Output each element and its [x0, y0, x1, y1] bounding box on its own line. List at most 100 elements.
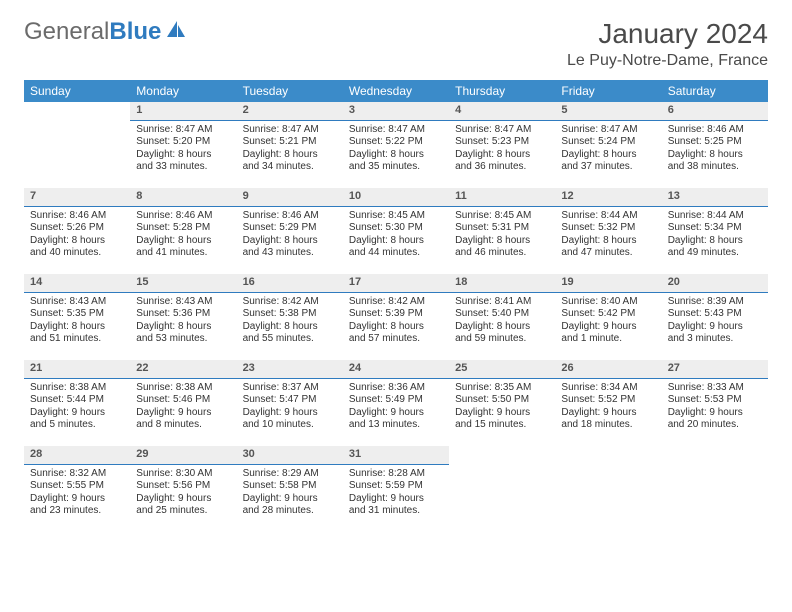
- day-number: 7: [24, 188, 130, 207]
- day-number: 5: [555, 102, 661, 121]
- calendar-week-row: 14Sunrise: 8:43 AMSunset: 5:35 PMDayligh…: [24, 274, 768, 360]
- day-number: 6: [662, 102, 768, 121]
- day-number: 2: [237, 102, 343, 121]
- day-body: Sunrise: 8:45 AMSunset: 5:31 PMDaylight:…: [449, 207, 555, 266]
- calendar-day-cell: 22Sunrise: 8:38 AMSunset: 5:46 PMDayligh…: [130, 360, 236, 446]
- calendar-day-cell: 30Sunrise: 8:29 AMSunset: 5:58 PMDayligh…: [237, 446, 343, 532]
- calendar-day-cell: 15Sunrise: 8:43 AMSunset: 5:36 PMDayligh…: [130, 274, 236, 360]
- day-number: 28: [24, 446, 130, 465]
- calendar-day-cell: [555, 446, 661, 532]
- day-number: 16: [237, 274, 343, 293]
- calendar-day-cell: 21Sunrise: 8:38 AMSunset: 5:44 PMDayligh…: [24, 360, 130, 446]
- day-body: Sunrise: 8:47 AMSunset: 5:20 PMDaylight:…: [130, 121, 236, 180]
- calendar-day-cell: 26Sunrise: 8:34 AMSunset: 5:52 PMDayligh…: [555, 360, 661, 446]
- calendar-day-cell: 31Sunrise: 8:28 AMSunset: 5:59 PMDayligh…: [343, 446, 449, 532]
- day-number: 24: [343, 360, 449, 379]
- calendar-day-cell: 11Sunrise: 8:45 AMSunset: 5:31 PMDayligh…: [449, 188, 555, 274]
- header: GeneralBlue January 2024 Le Puy-Notre-Da…: [24, 18, 768, 70]
- day-body: Sunrise: 8:38 AMSunset: 5:44 PMDaylight:…: [24, 379, 130, 438]
- day-body: Sunrise: 8:30 AMSunset: 5:56 PMDaylight:…: [130, 465, 236, 524]
- calendar-day-cell: 19Sunrise: 8:40 AMSunset: 5:42 PMDayligh…: [555, 274, 661, 360]
- calendar-day-cell: 24Sunrise: 8:36 AMSunset: 5:49 PMDayligh…: [343, 360, 449, 446]
- weekday-header: Tuesday: [237, 80, 343, 102]
- day-body: Sunrise: 8:38 AMSunset: 5:46 PMDaylight:…: [130, 379, 236, 438]
- logo-text-1: General: [24, 18, 109, 46]
- day-body: Sunrise: 8:41 AMSunset: 5:40 PMDaylight:…: [449, 293, 555, 352]
- calendar-day-cell: 25Sunrise: 8:35 AMSunset: 5:50 PMDayligh…: [449, 360, 555, 446]
- day-body: Sunrise: 8:42 AMSunset: 5:39 PMDaylight:…: [343, 293, 449, 352]
- day-body: Sunrise: 8:42 AMSunset: 5:38 PMDaylight:…: [237, 293, 343, 352]
- calendar-day-cell: 10Sunrise: 8:45 AMSunset: 5:30 PMDayligh…: [343, 188, 449, 274]
- weekday-header: Monday: [130, 80, 236, 102]
- calendar-day-cell: 8Sunrise: 8:46 AMSunset: 5:28 PMDaylight…: [130, 188, 236, 274]
- day-body: Sunrise: 8:39 AMSunset: 5:43 PMDaylight:…: [662, 293, 768, 352]
- calendar-day-cell: [24, 102, 130, 188]
- month-title: January 2024: [567, 18, 768, 50]
- day-number: 15: [130, 274, 236, 293]
- calendar-day-cell: 9Sunrise: 8:46 AMSunset: 5:29 PMDaylight…: [237, 188, 343, 274]
- day-number: 14: [24, 274, 130, 293]
- day-number: 4: [449, 102, 555, 121]
- day-number: 26: [555, 360, 661, 379]
- day-body: Sunrise: 8:44 AMSunset: 5:34 PMDaylight:…: [662, 207, 768, 266]
- weekday-header: Saturday: [662, 80, 768, 102]
- day-number: 8: [130, 188, 236, 207]
- day-number: 27: [662, 360, 768, 379]
- day-number: 21: [24, 360, 130, 379]
- calendar-head: SundayMondayTuesdayWednesdayThursdayFrid…: [24, 80, 768, 102]
- day-body: Sunrise: 8:35 AMSunset: 5:50 PMDaylight:…: [449, 379, 555, 438]
- calendar-week-row: 7Sunrise: 8:46 AMSunset: 5:26 PMDaylight…: [24, 188, 768, 274]
- day-body: Sunrise: 8:32 AMSunset: 5:55 PMDaylight:…: [24, 465, 130, 524]
- day-number: 31: [343, 446, 449, 465]
- day-number: 9: [237, 188, 343, 207]
- calendar-day-cell: 3Sunrise: 8:47 AMSunset: 5:22 PMDaylight…: [343, 102, 449, 188]
- calendar-table: SundayMondayTuesdayWednesdayThursdayFrid…: [24, 80, 768, 532]
- day-number: 18: [449, 274, 555, 293]
- calendar-day-cell: 16Sunrise: 8:42 AMSunset: 5:38 PMDayligh…: [237, 274, 343, 360]
- day-number: 11: [449, 188, 555, 207]
- calendar-day-cell: 23Sunrise: 8:37 AMSunset: 5:47 PMDayligh…: [237, 360, 343, 446]
- day-number: 1: [130, 102, 236, 121]
- calendar-day-cell: 18Sunrise: 8:41 AMSunset: 5:40 PMDayligh…: [449, 274, 555, 360]
- calendar-day-cell: 5Sunrise: 8:47 AMSunset: 5:24 PMDaylight…: [555, 102, 661, 188]
- day-body: Sunrise: 8:46 AMSunset: 5:26 PMDaylight:…: [24, 207, 130, 266]
- day-number: 20: [662, 274, 768, 293]
- logo-text-2: Blue: [109, 18, 161, 46]
- title-block: January 2024 Le Puy-Notre-Dame, France: [567, 18, 768, 70]
- calendar-day-cell: 1Sunrise: 8:47 AMSunset: 5:20 PMDaylight…: [130, 102, 236, 188]
- day-number: 25: [449, 360, 555, 379]
- day-number: 30: [237, 446, 343, 465]
- day-number: 12: [555, 188, 661, 207]
- calendar-week-row: 21Sunrise: 8:38 AMSunset: 5:44 PMDayligh…: [24, 360, 768, 446]
- calendar-day-cell: 7Sunrise: 8:46 AMSunset: 5:26 PMDaylight…: [24, 188, 130, 274]
- day-body: Sunrise: 8:28 AMSunset: 5:59 PMDaylight:…: [343, 465, 449, 524]
- weekday-header: Wednesday: [343, 80, 449, 102]
- calendar-body: 1Sunrise: 8:47 AMSunset: 5:20 PMDaylight…: [24, 102, 768, 532]
- day-body: Sunrise: 8:34 AMSunset: 5:52 PMDaylight:…: [555, 379, 661, 438]
- day-body: Sunrise: 8:47 AMSunset: 5:24 PMDaylight:…: [555, 121, 661, 180]
- day-body: Sunrise: 8:43 AMSunset: 5:36 PMDaylight:…: [130, 293, 236, 352]
- day-body: Sunrise: 8:45 AMSunset: 5:30 PMDaylight:…: [343, 207, 449, 266]
- calendar-week-row: 28Sunrise: 8:32 AMSunset: 5:55 PMDayligh…: [24, 446, 768, 532]
- calendar-day-cell: 12Sunrise: 8:44 AMSunset: 5:32 PMDayligh…: [555, 188, 661, 274]
- calendar-day-cell: 29Sunrise: 8:30 AMSunset: 5:56 PMDayligh…: [130, 446, 236, 532]
- day-number: 10: [343, 188, 449, 207]
- calendar-day-cell: [662, 446, 768, 532]
- day-body: Sunrise: 8:43 AMSunset: 5:35 PMDaylight:…: [24, 293, 130, 352]
- day-number: 22: [130, 360, 236, 379]
- calendar-day-cell: 2Sunrise: 8:47 AMSunset: 5:21 PMDaylight…: [237, 102, 343, 188]
- calendar-week-row: 1Sunrise: 8:47 AMSunset: 5:20 PMDaylight…: [24, 102, 768, 188]
- weekday-row: SundayMondayTuesdayWednesdayThursdayFrid…: [24, 80, 768, 102]
- calendar-day-cell: [449, 446, 555, 532]
- logo-sail-icon: [165, 18, 187, 46]
- day-body: Sunrise: 8:33 AMSunset: 5:53 PMDaylight:…: [662, 379, 768, 438]
- weekday-header: Friday: [555, 80, 661, 102]
- day-body: Sunrise: 8:29 AMSunset: 5:58 PMDaylight:…: [237, 465, 343, 524]
- weekday-header: Sunday: [24, 80, 130, 102]
- calendar-day-cell: 28Sunrise: 8:32 AMSunset: 5:55 PMDayligh…: [24, 446, 130, 532]
- day-number: 13: [662, 188, 768, 207]
- day-body: Sunrise: 8:40 AMSunset: 5:42 PMDaylight:…: [555, 293, 661, 352]
- logo: GeneralBlue: [24, 18, 187, 46]
- calendar-day-cell: 4Sunrise: 8:47 AMSunset: 5:23 PMDaylight…: [449, 102, 555, 188]
- calendar-day-cell: 20Sunrise: 8:39 AMSunset: 5:43 PMDayligh…: [662, 274, 768, 360]
